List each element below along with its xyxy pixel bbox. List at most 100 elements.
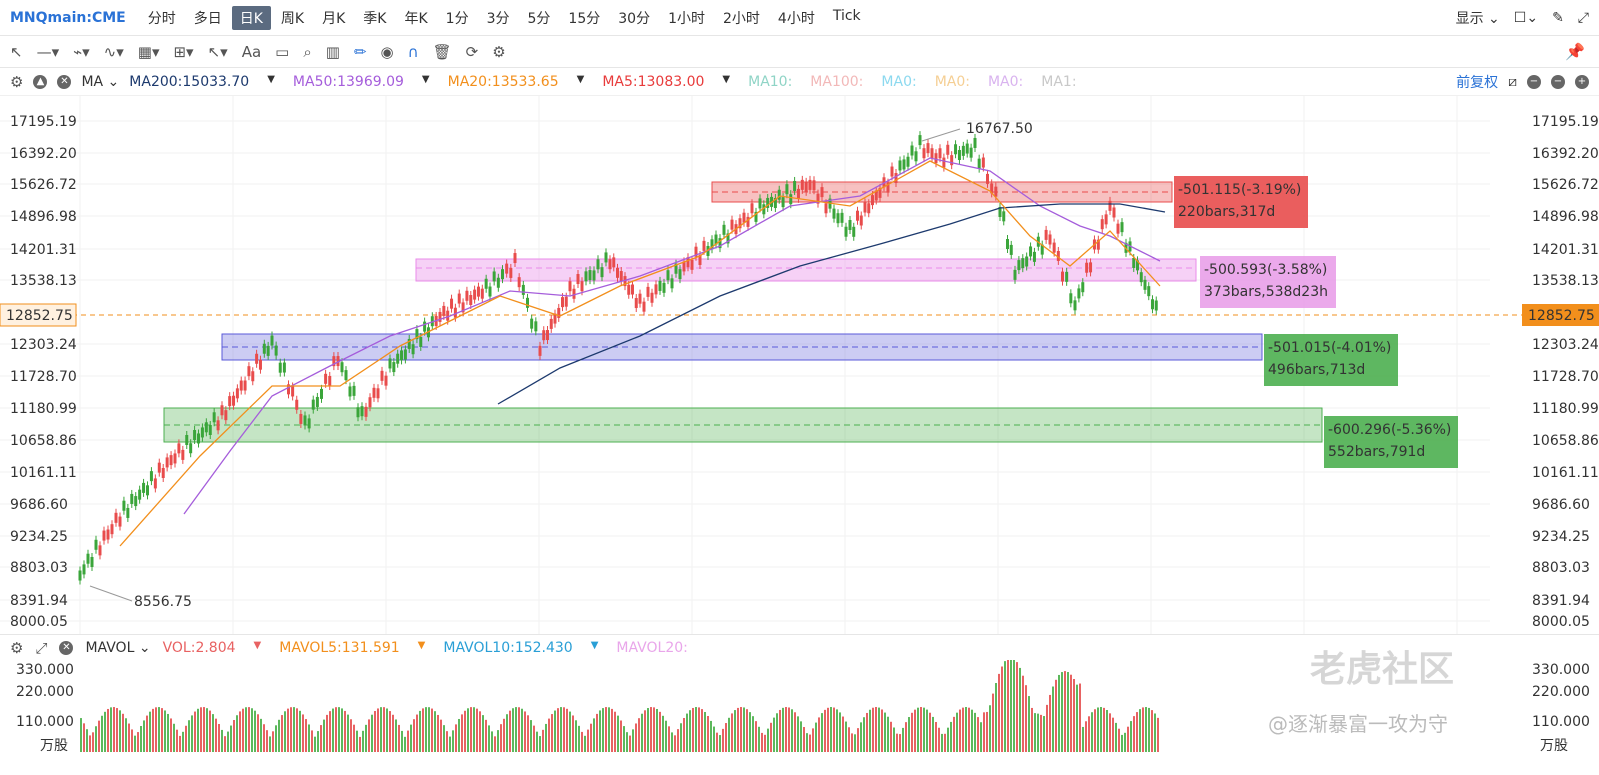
volume-bar xyxy=(1046,704,1048,752)
pin-icon[interactable]: 📌 xyxy=(1565,42,1585,61)
vol-tick-left: 220.000 xyxy=(16,684,74,700)
period-tab[interactable]: 4小时 xyxy=(777,10,815,27)
vol-settings-icon[interactable]: ⚙ xyxy=(10,638,24,657)
period-tab[interactable]: 1小时 xyxy=(668,10,705,27)
fullscreen-icon[interactable]: ⤢ xyxy=(1577,10,1589,26)
trash-icon[interactable]: 🗑 xyxy=(432,42,452,61)
settings-icon[interactable]: ⚙ xyxy=(492,42,506,61)
volume-bar xyxy=(560,707,562,752)
magnet-icon[interactable]: ∩ xyxy=(407,42,419,61)
volume-bar xyxy=(530,720,532,752)
candle-body xyxy=(938,148,942,159)
period-tab[interactable]: 1分 xyxy=(445,10,469,27)
volume-bar xyxy=(416,714,418,752)
kline-chart[interactable]: 17195.19 17195.19 16392.20 16392.20 15626.72… xyxy=(0,96,1599,634)
candle-body xyxy=(758,198,762,209)
vol-selector[interactable]: MAVOL ⌄ xyxy=(85,639,151,656)
candle-body xyxy=(730,219,734,230)
period-tab[interactable]: 分时 xyxy=(147,10,176,27)
volume-chart[interactable]: 330.000 330.000 220.000 220.000 110.000 110.0… xyxy=(0,660,1599,775)
volume-bar xyxy=(332,708,334,752)
candle-body xyxy=(808,179,812,190)
volume-bar xyxy=(377,708,379,752)
period-tab[interactable]: 多日 xyxy=(193,10,222,27)
volume-bar xyxy=(242,708,244,752)
volume-bar xyxy=(800,721,802,752)
candle-body xyxy=(836,213,840,224)
price-tick-left: 9686.60 xyxy=(10,497,68,513)
sync-icon[interactable]: ⟳ xyxy=(465,42,479,61)
zoom-out-icon[interactable]: − xyxy=(1527,75,1541,89)
layout-toggle-icon[interactable]: ☐⌄ xyxy=(1513,10,1539,26)
volume-bar xyxy=(1070,674,1072,752)
candle-body xyxy=(492,271,496,282)
eye-icon[interactable]: ◉ xyxy=(380,42,394,61)
price-tick-left: 16392.20 xyxy=(10,146,77,162)
ma-close-icon[interactable]: ✕ xyxy=(57,74,72,89)
arrow-tool-icon[interactable]: ↖▾ xyxy=(207,42,228,61)
volume-bar xyxy=(473,707,475,752)
zoom-in-icon[interactable]: + xyxy=(1575,75,1589,89)
ma-settings-icon[interactable]: ⚙ xyxy=(10,72,24,91)
volume-bar xyxy=(905,722,907,752)
price-tick-right: 8803.03 xyxy=(1532,560,1590,576)
volume-bar xyxy=(425,707,427,752)
volume-bar xyxy=(317,731,319,752)
volume-bar xyxy=(878,707,880,752)
period-tab[interactable]: 月K xyxy=(322,10,346,27)
volume-bar xyxy=(518,707,520,752)
ma-collapse-icon[interactable]: ▲ xyxy=(33,74,48,89)
volume-bar xyxy=(914,709,916,752)
vol-close-icon[interactable]: ✕ xyxy=(59,640,74,655)
candle-body xyxy=(642,301,646,312)
ma-selector[interactable]: MA ⌄ xyxy=(81,73,120,90)
display-menu[interactable]: 显示 ⌄ xyxy=(1455,11,1500,27)
text-tool-icon[interactable]: Aa xyxy=(241,42,262,61)
period-tab[interactable]: 2小时 xyxy=(723,10,760,27)
adjust-selector[interactable]: 前复权 xyxy=(1456,75,1499,91)
polyline-tool-icon[interactable]: ⌁▾ xyxy=(73,42,90,61)
brush-icon[interactable]: ✏ xyxy=(353,42,367,61)
volume-bar xyxy=(389,711,391,752)
volume-bar xyxy=(803,727,805,752)
candle-body xyxy=(914,151,918,162)
volume-bar xyxy=(221,729,223,752)
volume-bar xyxy=(668,726,670,752)
indicator-icon[interactable]: ▥ xyxy=(325,42,340,61)
candle-body xyxy=(840,212,844,223)
period-tab[interactable]: 30分 xyxy=(618,10,651,27)
fib-tool-icon[interactable]: ▦▾ xyxy=(137,42,160,61)
volume-bar xyxy=(251,708,253,752)
line-tool-icon[interactable]: —▾ xyxy=(36,42,60,61)
axis-icon[interactable]: ⧄ xyxy=(1508,74,1517,90)
candle-body xyxy=(380,370,384,381)
volume-bar xyxy=(767,728,769,752)
period-tab[interactable]: 日K xyxy=(231,5,271,30)
period-tab[interactable]: 季K xyxy=(363,10,387,27)
comment-tool-icon[interactable]: ▭ xyxy=(275,42,290,61)
price-tick-right: 9686.60 xyxy=(1532,497,1590,513)
zoom-icon[interactable]: ⌕ xyxy=(303,42,312,61)
measure-tool-icon[interactable]: ⊞▾ xyxy=(173,42,194,61)
candle-body xyxy=(1044,229,1048,240)
wave-tool-icon[interactable]: ∿▾ xyxy=(103,42,124,61)
candle-body xyxy=(1147,286,1151,297)
candle-body xyxy=(438,311,442,322)
symbol-label[interactable]: MNQmain:CME xyxy=(10,9,126,26)
volume-bar xyxy=(125,718,127,752)
period-tab[interactable]: 5分 xyxy=(527,10,551,27)
cursor-icon[interactable]: ↖ xyxy=(10,42,23,61)
candle-body xyxy=(785,184,789,195)
period-tab[interactable]: 年K xyxy=(404,10,428,27)
period-tab[interactable]: 15分 xyxy=(568,10,601,27)
price-tick-right: 14201.31 xyxy=(1532,242,1599,258)
pen-icon[interactable]: ✎ xyxy=(1552,10,1564,26)
volume-bar xyxy=(764,734,766,752)
volume-bar xyxy=(602,708,604,752)
period-tab[interactable]: Tick xyxy=(832,7,861,24)
expand-icon[interactable]: ⤢ xyxy=(35,638,48,657)
volume-bar xyxy=(893,727,895,752)
period-tab[interactable]: 3分 xyxy=(486,10,510,27)
period-tab[interactable]: 周K xyxy=(280,10,305,27)
zoom-minus-icon[interactable]: − xyxy=(1551,75,1565,89)
